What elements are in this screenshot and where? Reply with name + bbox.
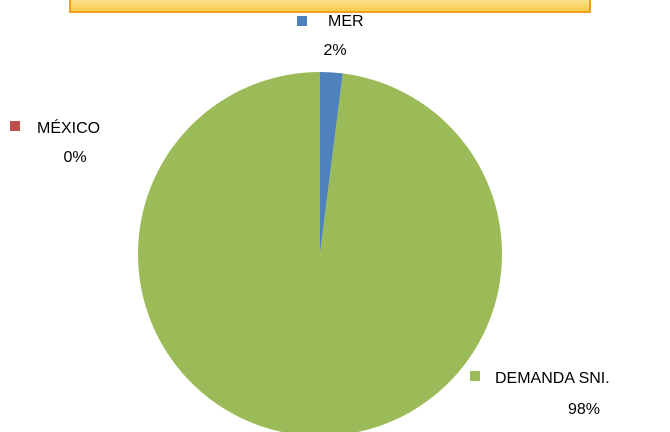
legend-swatch — [10, 121, 20, 131]
value-label: 0% — [63, 149, 86, 166]
legend-swatch — [297, 16, 307, 26]
category-label: MER — [328, 13, 364, 30]
value-label: 2% — [323, 42, 346, 59]
category-label: DEMANDA SNI. — [495, 370, 610, 387]
category-label: MÉXICO — [37, 118, 100, 137]
title-box — [69, 0, 591, 13]
legend-swatch — [470, 371, 480, 381]
pie-slice — [320, 72, 343, 254]
pie-slice — [138, 72, 502, 432]
value-label: 98% — [568, 401, 600, 418]
